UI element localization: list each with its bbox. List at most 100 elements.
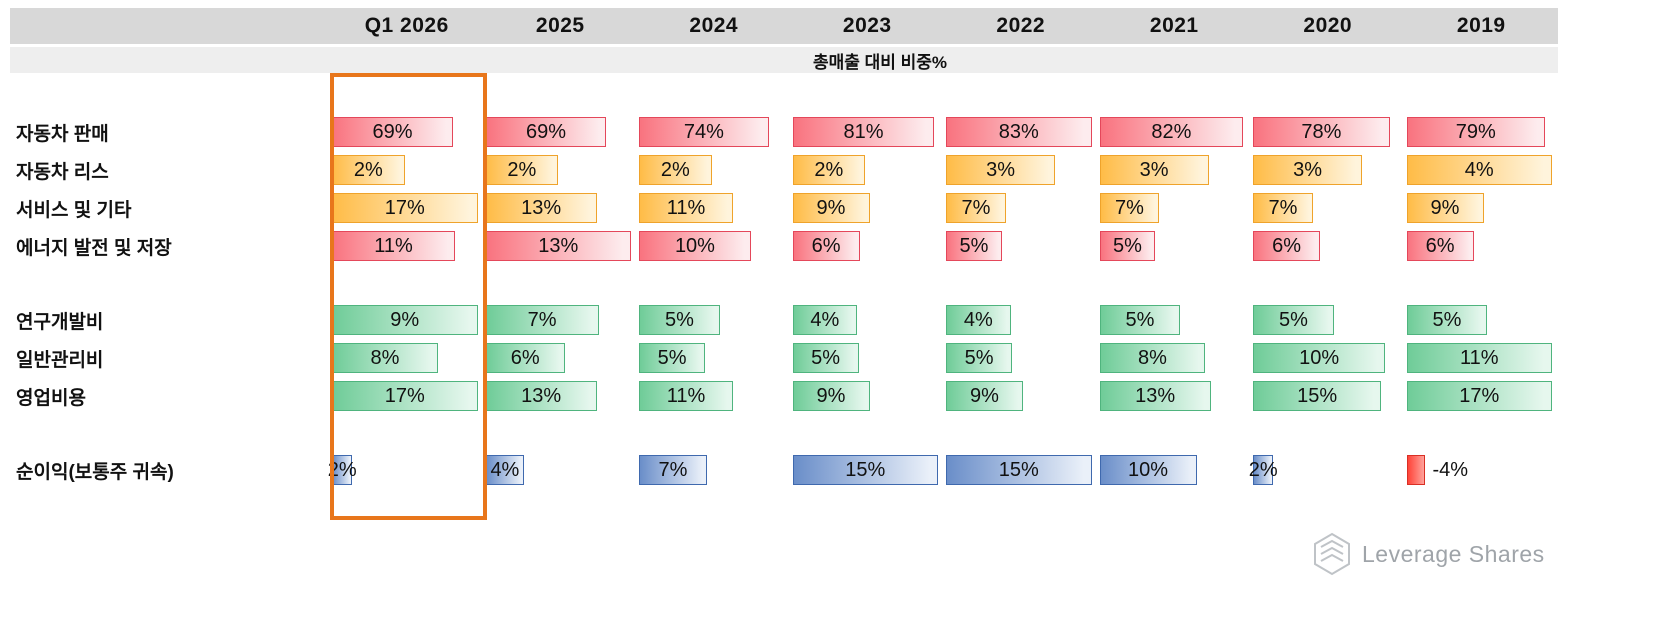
bar-cell: 83% [944,117,1098,147]
bar-cell: 17% [330,193,484,223]
data-bar: 4% [792,305,858,335]
data-bar: 4% [946,305,1011,335]
bar-cell: 13% [1098,381,1252,411]
bar-cell: 10% [1251,343,1405,373]
data-bar: 7% [485,305,599,335]
bar-cell: 5% [637,305,791,335]
data-bar: 17% [332,193,478,223]
bar-cell: 5% [944,231,1098,261]
data-bar: 3% [1099,155,1209,185]
data-bar: 10% [639,231,751,261]
bar-cell: 3% [944,155,1098,185]
data-bar: 7% [1253,193,1313,223]
data-bar: 5% [792,343,859,373]
data-bar: 15% [792,455,938,485]
revenue-ratio-table: Q1 2026 2025 2024 2023 2022 2021 2020 2019 총매출 … [10,8,1558,520]
data-bar: 5% [1406,305,1488,335]
data-bar: 9% [1406,193,1484,223]
row-label: 자동차 리스 [16,161,109,183]
data-bar: 4% [485,455,525,485]
data-bar: 6% [485,343,565,373]
bar-cell: 5% [1098,305,1252,335]
bar-cell: 9% [791,381,945,411]
row-label: 연구개발비 [16,311,104,333]
bar-cell: 15% [1251,381,1405,411]
column-header-q1-2026: Q1 2026 [364,14,449,37]
data-bar: 2% [639,155,712,185]
data-bar: 11% [332,231,456,261]
bar-cell: 11% [1405,343,1559,373]
bar-cell: 4% [1405,155,1559,185]
bar-cell: 17% [330,381,484,411]
bar-cell: 13% [484,231,638,261]
table-row: 자동차 판매 69% 69% 74% 81% 83% 82% 78% 79% [10,117,1558,147]
row-label: 서비스 및 기타 [16,199,132,221]
data-bar: 10% [1253,343,1386,373]
bar-cell: 5% [944,343,1098,373]
brand-logo: Leverage Shares [1312,532,1545,576]
bar-cell: 9% [330,305,484,335]
data-bar: 69% [485,117,607,147]
bar-cell: 2% [1249,455,1405,485]
table-row: 연구개발비 9% 7% 5% 4% 4% 5% 5% 5% [10,305,1558,335]
data-bar: 15% [946,455,1092,485]
data-bar: 5% [1099,231,1156,261]
bar-cell: 5% [1405,305,1559,335]
data-bar: 11% [639,381,734,411]
brand-name: Leverage Shares [1362,540,1545,567]
table-row: 영업비용 17% 13% 11% 9% 9% 13% 15% 17% [10,381,1558,411]
table-subtitle: 총매출 대비 비중% [812,52,948,72]
data-bar: 83% [946,117,1092,147]
data-bar: 9% [792,381,870,411]
data-bar: 3% [1253,155,1363,185]
bar-cell: 78% [1251,117,1405,147]
column-header-2024: 2024 [689,14,739,37]
bar-cell: 13% [484,193,638,223]
bar-cell: 2% [484,155,638,185]
bar-cell: 10% [637,231,791,261]
column-header-2023: 2023 [842,14,892,37]
row-label: 에너지 발전 및 저장 [16,237,172,259]
table-row: 자동차 리스 2% 2% 2% 2% 3% 3% 3% 4% [10,155,1558,185]
bar-cell: 11% [637,381,791,411]
bar-cell: 8% [330,343,484,373]
data-bar: 7% [639,455,707,485]
data-bar: 2% [332,155,405,185]
data-bar-negative [1406,455,1425,485]
bar-cell: 15% [944,455,1098,485]
bar-cell: 7% [637,455,791,485]
bar-cell: 3% [1098,155,1252,185]
data-bar: 5% [946,231,1002,261]
column-header-2019: 2019 [1456,14,1506,37]
group-gap [10,269,1558,305]
bar-cell: 7% [1251,193,1405,223]
column-header-2025: 2025 [535,14,585,37]
data-bar: 81% [792,117,935,147]
data-bar: 6% [792,231,860,261]
bar-cell: 4% [791,305,945,335]
bar-cell: 82% [1098,117,1252,147]
bar-cell: 9% [791,193,945,223]
bar-cell: 74% [637,117,791,147]
bar-cell: 9% [1405,193,1559,223]
table-row: 순이익(보통주 귀속) 2% 4% 7% 15% 15% 10% 2% -4% [10,455,1558,485]
bar-cell: 2% [637,155,791,185]
data-bar: 69% [332,117,453,147]
data-bar: 11% [639,193,734,223]
column-header-2020: 2020 [1303,14,1353,37]
bar-cell: 8% [1098,343,1252,373]
bar-cell: 10% [1098,455,1252,485]
data-bar: 78% [1253,117,1390,147]
data-bar: 2% [792,155,866,185]
year-header-row: Q1 2026 2025 2024 2023 2022 2021 2020 2019 [10,8,1558,44]
subtitle-band: 총매출 대비 비중% [10,47,1558,73]
table-body: 자동차 판매 69% 69% 74% 81% 83% 82% 78% 79% 자동차 리스 2% 2%… [10,117,1558,485]
bar-cell: 11% [637,193,791,223]
data-bar: 5% [1253,305,1334,335]
data-bar: 13% [485,381,597,411]
bar-cell: 2% [328,455,484,485]
leverage-shares-icon [1314,532,1350,576]
bar-cell: 5% [791,343,945,373]
row-label: 순이익(보통주 귀속) [16,461,174,483]
data-bar: 7% [946,193,1006,223]
